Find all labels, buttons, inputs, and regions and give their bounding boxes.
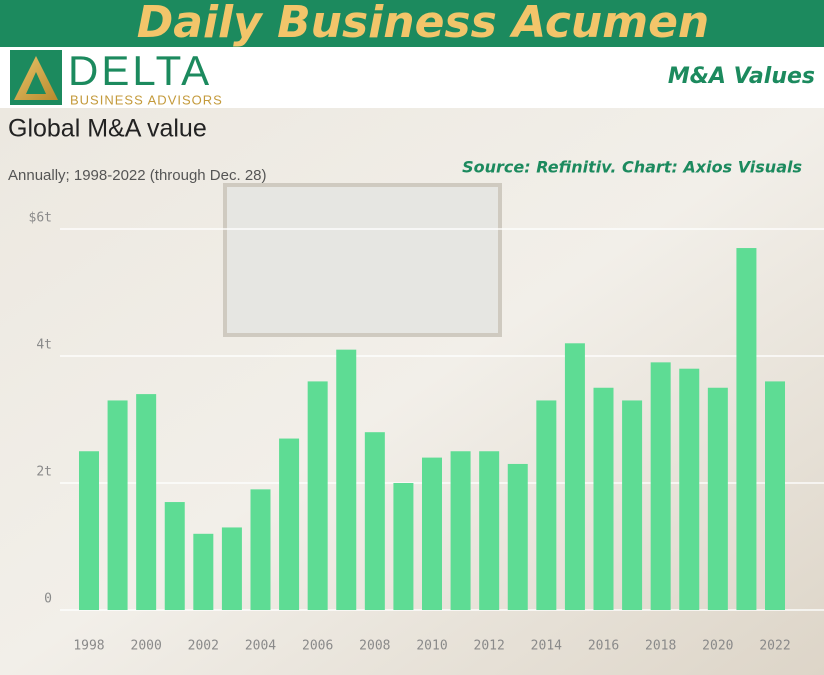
x-tick-label: 1998 [73,639,104,654]
bar [507,463,528,610]
bar [450,451,471,610]
x-tick-label: 2016 [588,639,619,654]
bar [707,387,728,610]
bar [765,381,786,610]
bar [364,432,385,610]
bar [679,368,700,610]
y-tick-label: 0 [44,592,52,607]
y-tick-label: $6t [29,211,52,226]
x-tick-label: 2022 [759,639,790,654]
x-tick-label: 2004 [245,639,276,654]
bar [422,457,442,610]
x-tick-label: 2002 [188,639,219,654]
bar [136,394,157,610]
background-window [223,183,502,337]
bar [536,400,557,610]
x-tick-label: 2020 [702,639,733,654]
y-tick-label: 4t [36,338,52,353]
x-tick-label: 2008 [359,639,390,654]
y-tick-label: 2t [36,465,52,480]
bar [736,248,757,611]
bar [307,381,328,610]
x-tick-label: 2014 [531,639,562,654]
x-tick-label: 2010 [416,639,447,654]
banner-title: Daily Business Acumen [137,0,710,48]
bar [564,343,585,610]
x-tick-label: 2006 [302,639,333,654]
x-tick-label: 2000 [131,639,162,654]
bar [107,400,128,610]
logo-name: DELTA [68,47,212,94]
bar [650,362,671,610]
section-title: M&A Values [668,64,815,89]
bar [164,502,185,610]
bar [279,438,300,610]
bar [193,533,214,610]
bar [221,527,242,610]
chart-title: Global M&A value [8,115,207,143]
logo: DELTA BUSINESS ADVISORS [10,47,223,107]
x-tick-label: 2012 [474,639,505,654]
source: Source: Refinitiv. Chart: Axios Visuals [462,158,802,177]
header-band [0,47,824,108]
bar [479,451,500,610]
chart-subtitle: Annually; 1998-2022 (through Dec. 28) [8,167,267,184]
bar [78,451,99,610]
bar [250,489,271,610]
bar [393,483,414,610]
logo-tagline: BUSINESS ADVISORS [70,92,223,107]
banner [0,0,824,47]
x-tick-label: 2018 [645,639,676,654]
bar [336,349,357,610]
bar [622,400,643,610]
bar [593,387,614,610]
